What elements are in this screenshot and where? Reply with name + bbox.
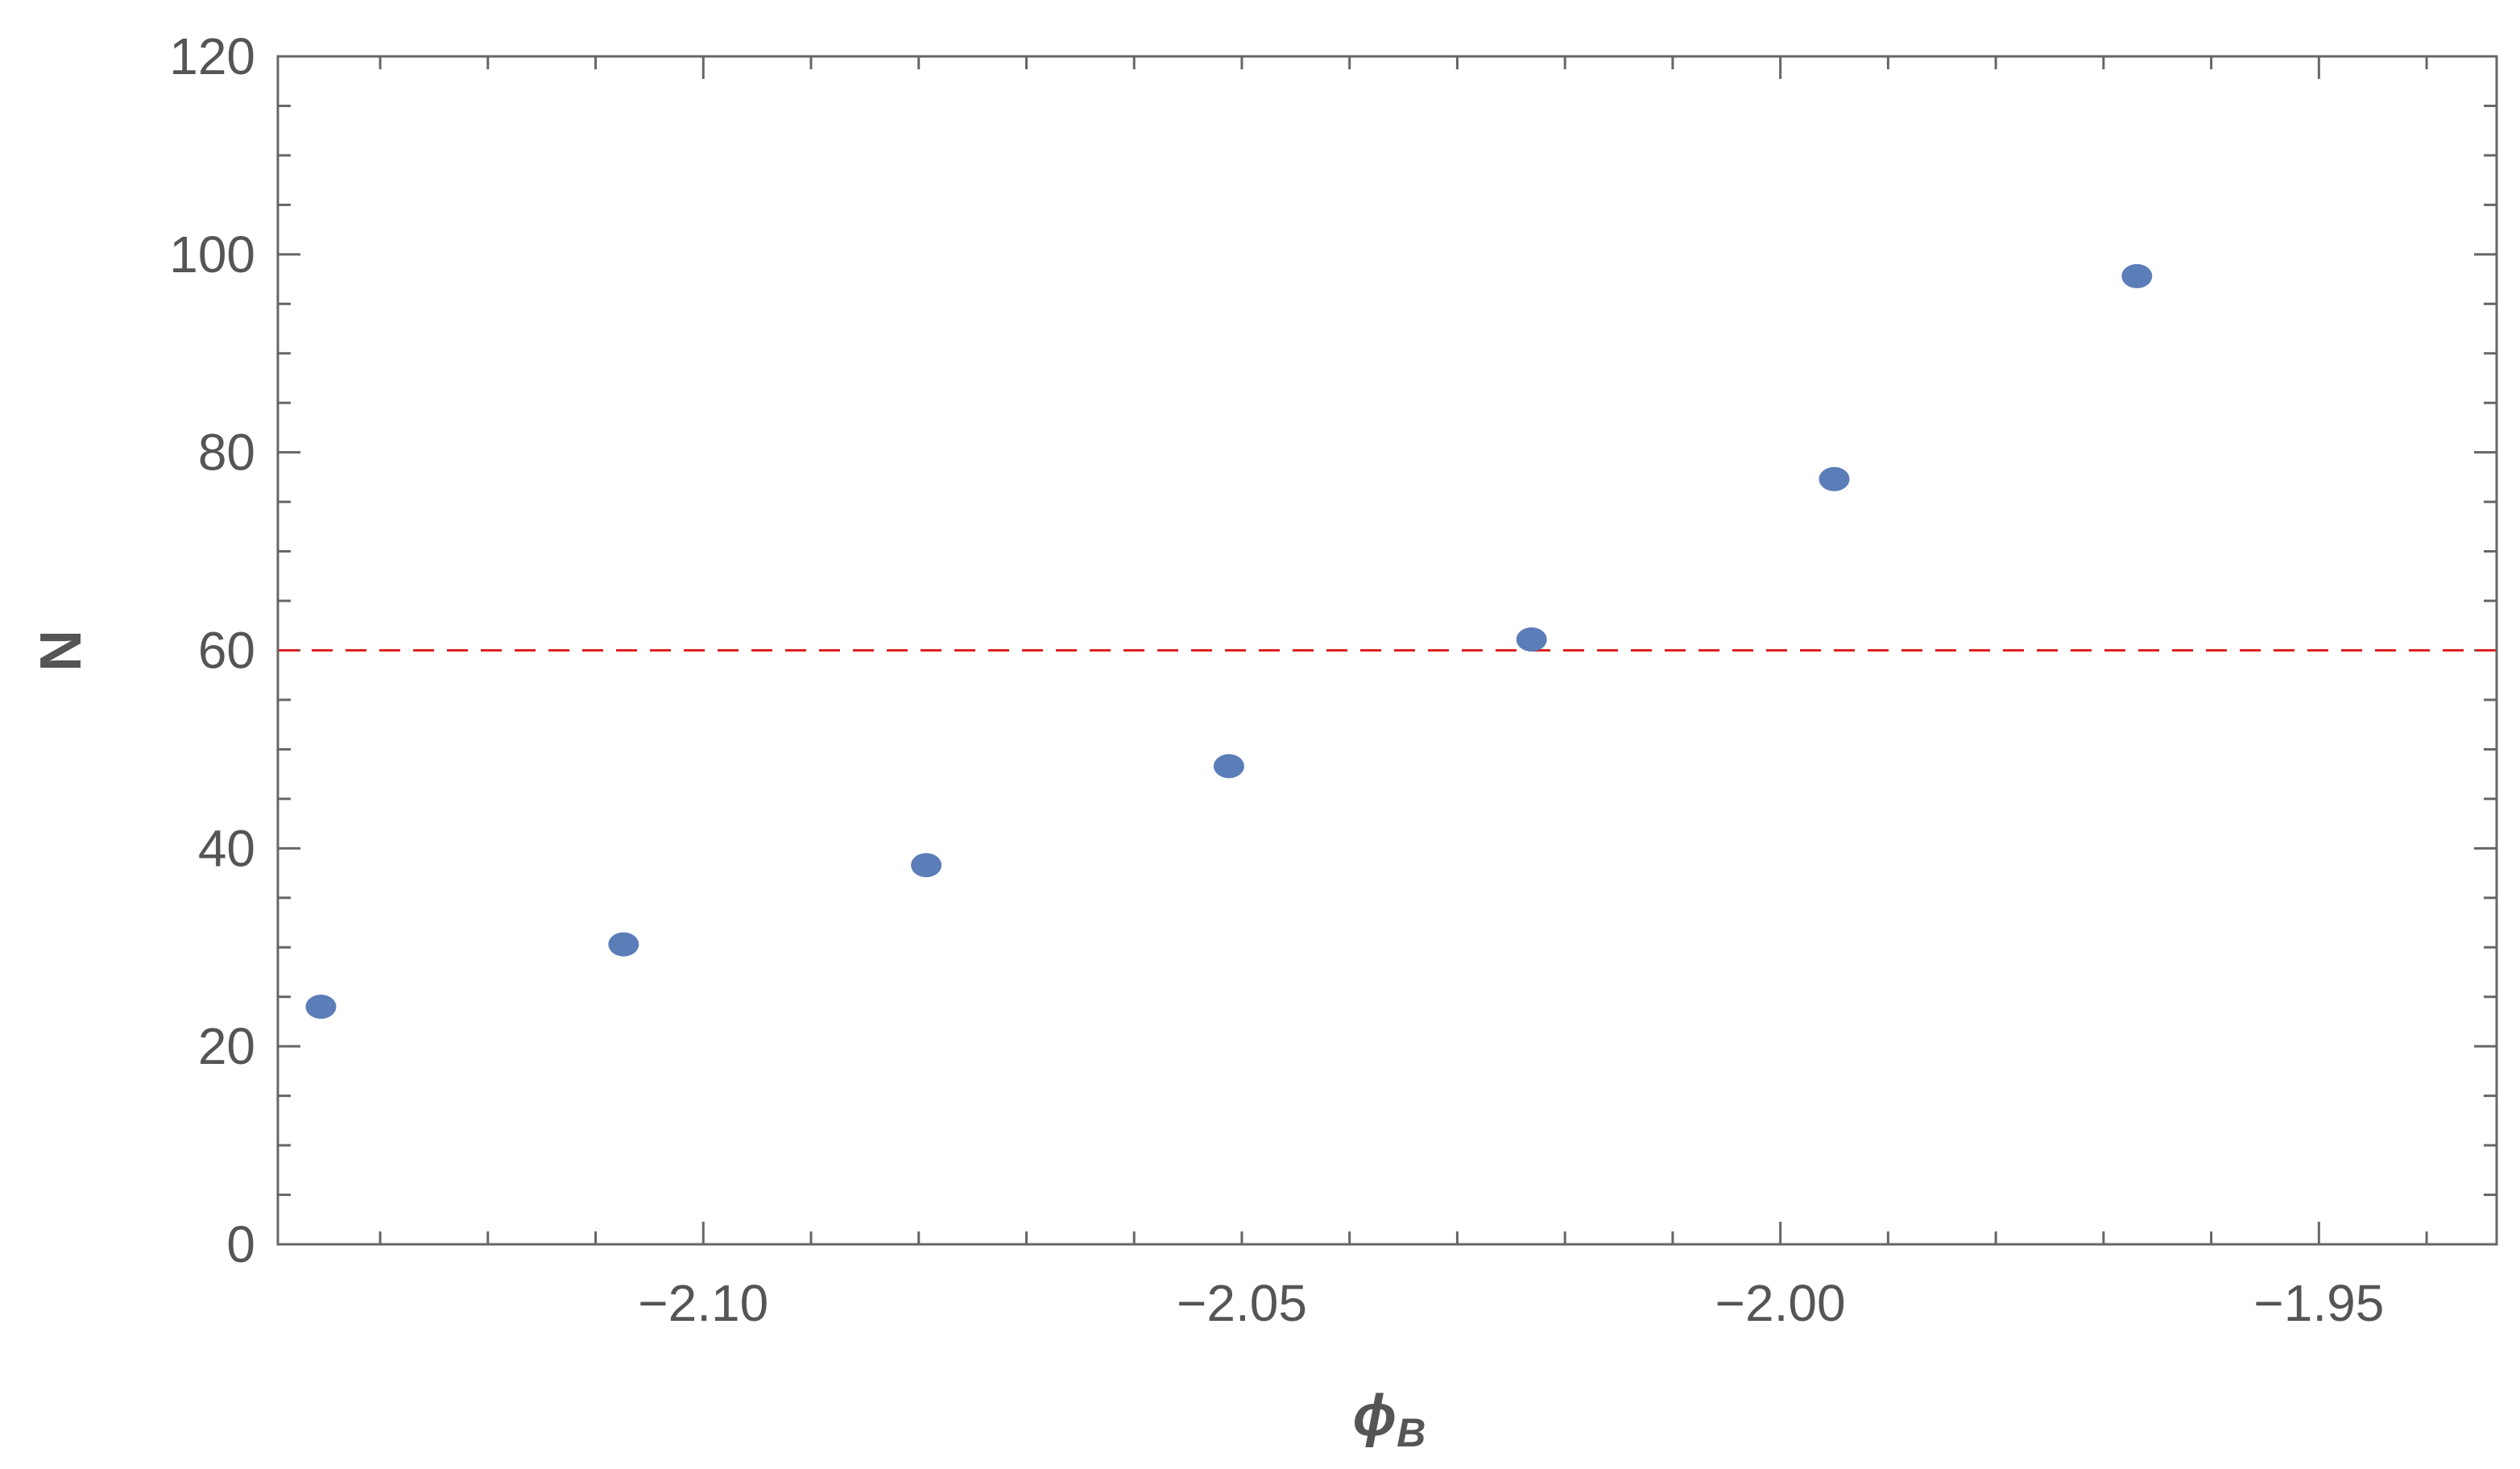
data-point [2121, 263, 2153, 288]
data-point [608, 932, 639, 957]
y-tick-label: 40 [198, 819, 255, 877]
y-tick-label: 80 [198, 424, 255, 482]
x-tick-label: −1.95 [2253, 1274, 2384, 1332]
major-ticks [278, 55, 2497, 1246]
y-tick-labels: 0 20 40 60 80 100 120 [169, 27, 255, 1273]
x-tick-label: −2.10 [638, 1274, 768, 1332]
y-tick-label: 20 [198, 1017, 255, 1075]
y-tick-label: 120 [169, 27, 255, 85]
data-point [1516, 627, 1547, 652]
data-point [911, 853, 942, 878]
x-tick-labels: −2.10 −2.05 −2.00 −1.95 [638, 1274, 2384, 1332]
y-tick-label: 0 [226, 1215, 255, 1273]
x-tick-label: −2.00 [1715, 1274, 1846, 1332]
data-points [305, 263, 2153, 1019]
y-axis-title: N [29, 630, 93, 672]
x-axis-title: ϕB [1353, 1384, 1426, 1455]
plot-frame [276, 55, 2498, 1246]
data-point [305, 995, 337, 1019]
x-tick-label: −2.05 [1177, 1274, 1307, 1332]
data-point [1819, 466, 1850, 491]
minor-ticks [278, 56, 2497, 1244]
y-tick-label: 60 [198, 622, 255, 680]
data-point [1213, 754, 1244, 779]
y-tick-label: 100 [169, 226, 255, 283]
